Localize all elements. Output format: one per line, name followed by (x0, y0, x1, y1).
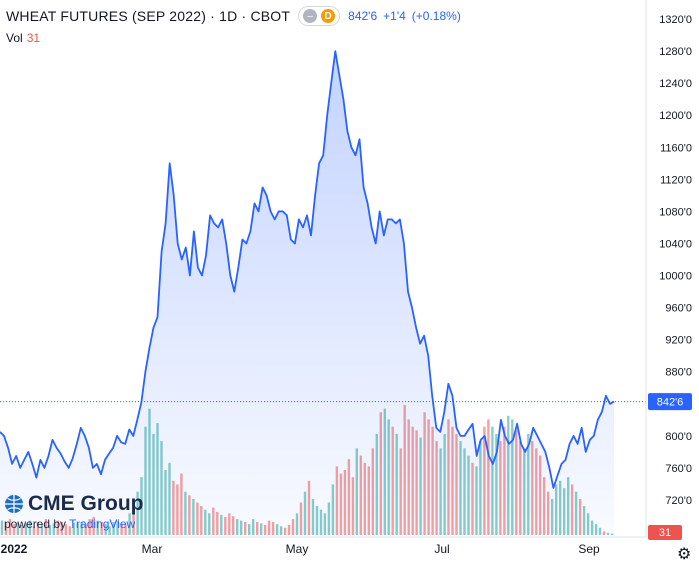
cme-logo-text: CME Group (28, 492, 144, 515)
gear-icon[interactable]: ⚙ (677, 546, 692, 563)
powered-by-text: powered by (4, 517, 67, 531)
volume-legend-value: 31 (26, 31, 41, 45)
tradingview-text: TradingView (69, 517, 136, 531)
last-price-value: 842'6 (657, 397, 684, 409)
price-area-fill (0, 51, 614, 535)
change-value: +1'4 (383, 9, 406, 23)
y-tick-label: 1240'0 (659, 78, 692, 90)
status-pill[interactable]: – D (298, 6, 341, 26)
delayed-data-icon: D (321, 9, 336, 23)
time-axis[interactable]: 2022 Mar May Jul Sep (1, 542, 600, 556)
y-tick-label: 1320'0 (659, 14, 692, 26)
market-status-icon: – (303, 9, 318, 23)
y-tick-label: 1040'0 (659, 239, 692, 251)
last-price-label: 842'6 (648, 393, 692, 411)
x-tick-label: Mar (142, 542, 163, 556)
y-tick-label: 760'0 (665, 463, 692, 475)
y-tick-label: 1000'0 (659, 271, 692, 283)
x-tick-label: May (286, 542, 309, 556)
cme-globe-icon (5, 495, 23, 513)
chart-header: WHEAT FUTURES (SEP 2022) · 1D · CBOT – D… (6, 6, 461, 26)
branding[interactable]: CME Group powered by TradingView (4, 492, 144, 531)
quote-values: 842'6 +1'4 (+0.18%) (348, 9, 461, 23)
y-tick-label: 1280'0 (659, 46, 692, 58)
y-tick-label: 960'0 (665, 303, 692, 315)
y-tick-label: 920'0 (665, 335, 692, 347)
change-percent: (+0.18%) (411, 9, 461, 23)
y-tick-label: 880'0 (665, 367, 692, 379)
volume-label-value: 31 (659, 527, 671, 539)
x-tick-label: Sep (578, 542, 600, 556)
price-axis[interactable]: 720'0760'0800'0840'0880'0920'0960'01000'… (659, 14, 692, 507)
y-tick-label: 1200'0 (659, 110, 692, 122)
volume-label: 31 (648, 525, 682, 540)
last-value: 842'6 (348, 9, 378, 23)
y-tick-label: 1120'0 (660, 174, 692, 186)
x-tick-label: Jul (434, 542, 449, 556)
price-line (0, 50, 615, 489)
y-tick-label: 1160'0 (660, 142, 692, 154)
volume-legend[interactable]: Vol 31 (6, 31, 40, 45)
y-tick-label: 1080'0 (659, 206, 692, 218)
y-tick-label: 800'0 (665, 431, 692, 443)
x-tick-label: 2022 (1, 542, 28, 556)
volume-legend-label: Vol (6, 31, 23, 45)
symbol-title[interactable]: WHEAT FUTURES (SEP 2022) · 1D · CBOT (6, 8, 291, 24)
y-tick-label: 720'0 (665, 495, 692, 507)
